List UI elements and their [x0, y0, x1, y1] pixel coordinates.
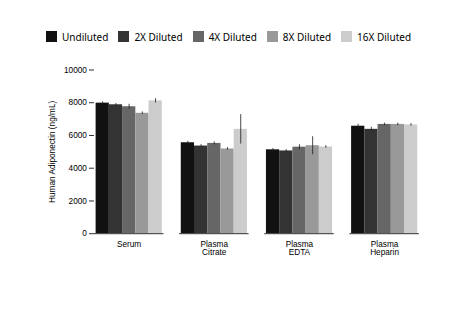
html-text:8X Diluted: 8X Diluted	[282, 29, 332, 44]
html-text:4X Diluted: 4X Diluted	[208, 29, 257, 44]
svg-text:PlasmaCitrate: PlasmaCitrate	[201, 240, 229, 257]
html-text:Undiluted: Undiluted	[62, 29, 109, 44]
svg-text:10000: 10000	[64, 66, 87, 75]
svg-text:PlasmaEDTA: PlasmaEDTA	[286, 240, 314, 257]
svg-text:Serum: Serum	[117, 240, 141, 249]
svg-text:4000: 4000	[69, 164, 88, 173]
svg-text:2000: 2000	[69, 197, 88, 206]
svg-text:6000: 6000	[69, 131, 88, 140]
svg-text:8000: 8000	[69, 98, 88, 107]
html-text:2X Diluted: 2X Diluted	[134, 29, 183, 44]
svg-text:Human Adiponectin (ng/mL): Human Adiponectin (ng/mL)	[48, 100, 57, 203]
svg-text:PlasmaHeparin: PlasmaHeparin	[370, 240, 399, 257]
html-text:16X Diluted: 16X Diluted	[357, 29, 411, 44]
svg-text:0: 0	[82, 229, 87, 238]
